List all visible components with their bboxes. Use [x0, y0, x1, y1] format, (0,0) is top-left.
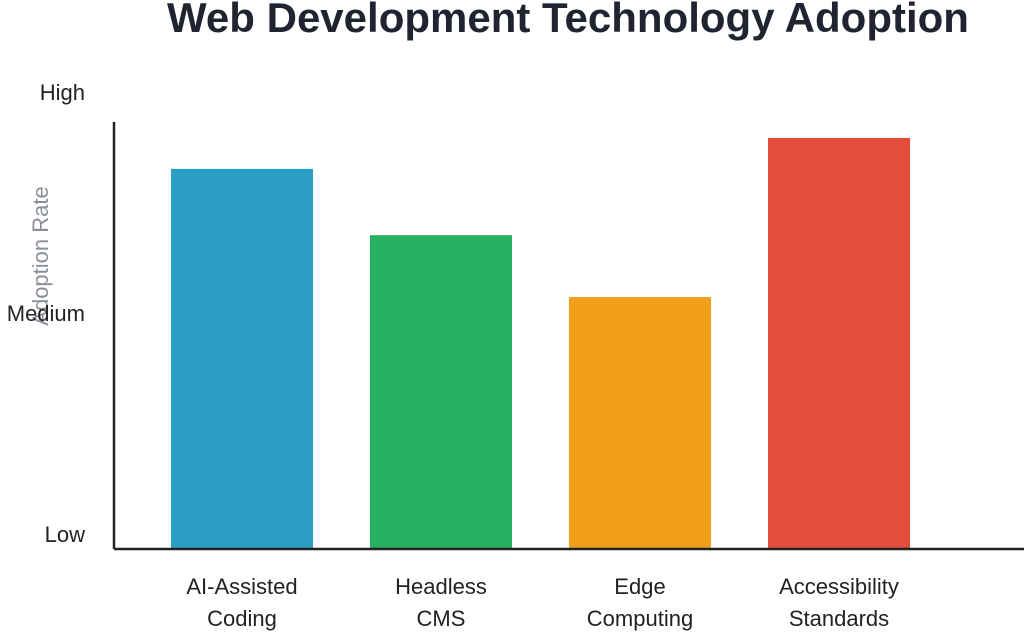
y-axis-label: Adoption Rate: [28, 186, 53, 325]
x-tick-label-line: Coding: [207, 606, 277, 631]
x-tick-label-line: CMS: [417, 606, 466, 631]
x-tick-label: AI-Assisted Coding: [186, 574, 297, 631]
x-tick-label: Edge Computing: [587, 574, 693, 631]
x-tick-label: Headless CMS: [395, 574, 487, 631]
x-tick-label-line: Standards: [789, 606, 889, 631]
bar: [370, 235, 512, 549]
bar: [171, 168, 313, 549]
x-tick-label-line: AI-Assisted: [186, 574, 297, 599]
bars: [171, 137, 910, 549]
bar: [768, 137, 910, 549]
x-tick-label-line: Headless: [395, 574, 487, 599]
x-tick-label-line: Edge: [614, 574, 665, 599]
x-tick-labels: AI-Assisted Coding Headless CMS Edge Computin…: [186, 574, 899, 631]
x-tick-label: Accessibility Standards: [779, 574, 899, 631]
y-tick-label: High: [40, 80, 85, 105]
y-tick-label: Medium: [7, 301, 85, 326]
x-tick-label-line: Computing: [587, 606, 693, 631]
y-tick-label: Low: [45, 522, 85, 547]
chart-title: Web Development Technology Adoption: [167, 0, 969, 41]
y-tick-labels: Low Medium High: [7, 80, 85, 547]
x-tick-label-line: Accessibility: [779, 574, 899, 599]
bar: [569, 297, 711, 549]
